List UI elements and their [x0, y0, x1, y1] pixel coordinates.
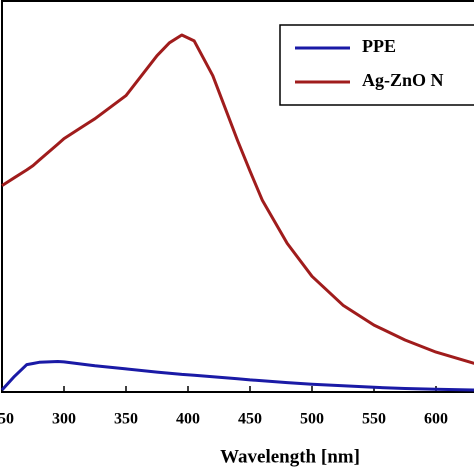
legend-label: PPE — [362, 36, 396, 56]
x-tick-label: 550 — [362, 411, 386, 428]
x-tick-label: 400 — [176, 411, 200, 428]
x-tick-label: 600 — [424, 411, 448, 428]
x-tick-label: 500 — [300, 411, 324, 428]
data-line — [0, 360, 474, 392]
x-axis-label: Wavelength [nm] — [220, 446, 360, 467]
x-tick-label: 250 — [0, 411, 14, 428]
x-tick-label: 350 — [114, 411, 138, 428]
plot-frame — [1, 0, 474, 393]
data-line — [1, 33, 474, 365]
x-tick-label: 450 — [238, 411, 262, 428]
legend-box — [279, 24, 474, 106]
x-tick-label: 300 — [52, 411, 76, 428]
legend-label: Ag-ZnO N — [362, 70, 444, 90]
